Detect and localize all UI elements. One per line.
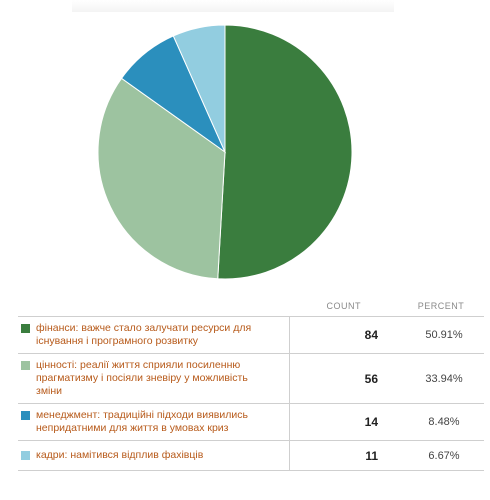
pie-slice — [97, 77, 226, 280]
legend-swatch — [21, 451, 30, 460]
legend-swatch — [21, 411, 30, 420]
percent-column-header: PERCENT — [417, 301, 465, 311]
legend-row: фінанси: важче стало залучати ресурси дл… — [18, 316, 484, 354]
legend-swatch — [21, 361, 30, 370]
legend-table: COUNT PERCENT фінанси: важче стало залуч… — [18, 296, 484, 471]
chart-top-fade — [72, 0, 394, 12]
legend-label: кадри: намітився відплив фахівців — [36, 449, 204, 461]
legend-label: менеджмент: традиційні підходи виявились… — [36, 409, 248, 434]
legend-row: цінності: реалії життя сприяли посиленню… — [18, 353, 484, 404]
slice-percent: 33.94% — [398, 353, 484, 404]
slice-count: 56 — [289, 353, 398, 404]
slice-percent: 8.48% — [398, 403, 484, 441]
legend-header-label — [18, 296, 290, 317]
slice-count: 14 — [289, 403, 398, 441]
legend-row: кадри: намітився відплив фахівців 11 6.6… — [18, 440, 484, 471]
slice-count: 11 — [289, 440, 398, 471]
legend-label: фінанси: важче стало залучати ресурси дл… — [36, 322, 252, 347]
legend-label: цінності: реалії життя сприяли посиленню… — [36, 359, 248, 397]
pie-chart — [97, 24, 353, 280]
legend-header-row: COUNT PERCENT — [18, 296, 484, 317]
pie-slice — [217, 24, 353, 280]
pie-slice — [172, 24, 226, 153]
legend-row: менеджмент: традиційні підходи виявились… — [18, 403, 484, 441]
slice-percent: 50.91% — [398, 316, 484, 354]
count-column-header: COUNT — [326, 301, 361, 311]
legend-swatch — [21, 324, 30, 333]
slice-count: 84 — [289, 316, 398, 354]
slice-percent: 6.67% — [398, 440, 484, 471]
